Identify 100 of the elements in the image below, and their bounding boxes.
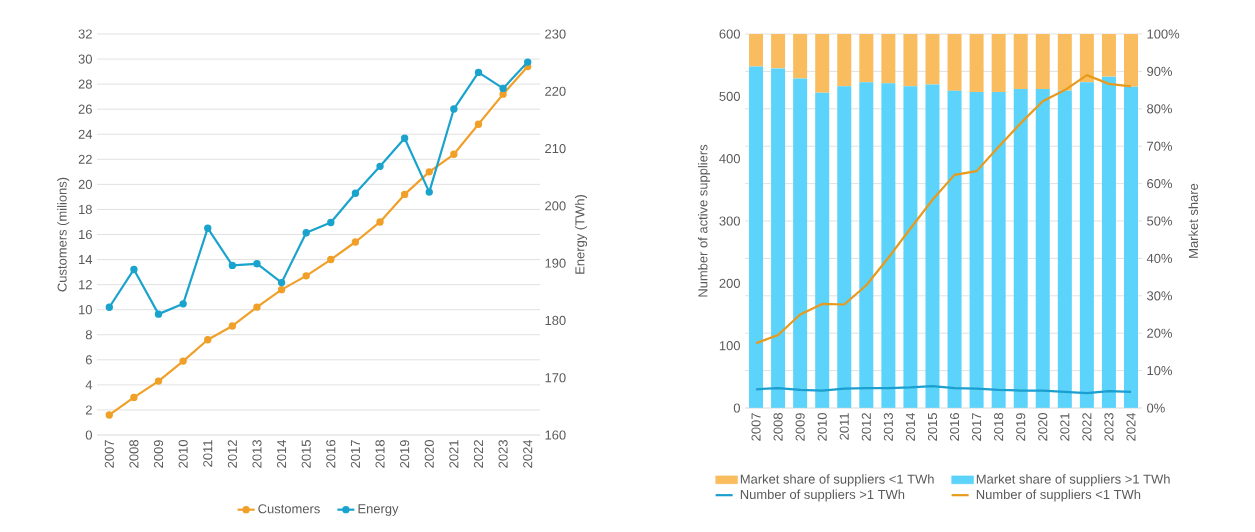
point [425, 168, 433, 176]
y2-tick-label: 210 [545, 143, 566, 154]
x-tick-label: 2019 [1016, 413, 1026, 441]
point [351, 189, 360, 197]
bar [903, 86, 918, 408]
y2-axis-title: Energy (TWh) [574, 195, 588, 274]
x-tick-label: 2007 [104, 440, 114, 468]
x-tick-label: 2021 [449, 440, 459, 468]
point [524, 58, 532, 66]
bar [815, 92, 830, 408]
y2-tick-label: 100% [1147, 29, 1180, 39]
x-tick-label: 2010 [817, 413, 827, 441]
y-tick-label: 22 [78, 154, 92, 164]
point [327, 218, 335, 227]
y2-tick-label: 60% [1147, 179, 1172, 189]
y-tick-label: 10 [79, 305, 92, 315]
y-tick-label: 8 [85, 330, 92, 340]
x-tick-label: 2022 [473, 440, 484, 468]
y2-tick-label: 10% [1147, 366, 1172, 376]
x-tick-label: 2007 [751, 413, 761, 441]
y-tick-label: 0 [733, 403, 740, 413]
y-tick-label: 24 [78, 129, 93, 139]
bar [991, 91, 1006, 408]
bar [793, 78, 808, 408]
x-tick-label: 2024 [523, 439, 533, 468]
y-tick-label: 28 [78, 79, 92, 89]
y-tick-label: 300 [719, 216, 740, 226]
bar [1101, 76, 1116, 408]
y2-tick-label: 180 [545, 315, 566, 326]
y-tick-label: 600 [719, 29, 740, 39]
y2-tick-label: 20% [1147, 328, 1172, 338]
point [302, 272, 310, 280]
point [228, 322, 237, 330]
point [450, 105, 458, 113]
bar [815, 34, 830, 93]
legend-label: Customers [258, 504, 320, 514]
y-tick-label: 12 [79, 280, 92, 290]
x-tick-label: 2023 [498, 440, 508, 468]
point [302, 229, 310, 237]
y-tick-label: 18 [79, 204, 92, 215]
point [130, 265, 138, 274]
x-tick-label: 2013 [252, 440, 262, 468]
bar [1101, 34, 1116, 77]
bar [1079, 82, 1094, 408]
x-tick-label: 2019 [400, 440, 410, 468]
point [376, 218, 384, 226]
bar [881, 83, 896, 408]
point [400, 134, 409, 142]
y-tick-label: 26 [78, 104, 92, 114]
point [376, 162, 384, 171]
x-tick-label: 2009 [795, 413, 805, 441]
bar [1035, 88, 1050, 408]
bar [771, 68, 786, 408]
y-tick-label: 30 [78, 54, 92, 64]
bar [1057, 90, 1072, 408]
x-tick-label: 2012 [861, 413, 871, 441]
point [474, 68, 483, 77]
y-tick-label: 16 [79, 229, 92, 240]
x-tick-label: 2013 [883, 413, 893, 441]
bar [1035, 34, 1050, 89]
y2-tick-label: 50% [1147, 216, 1172, 226]
y-tick-label: 20 [78, 179, 92, 189]
x-tick-label: 2020 [424, 440, 434, 468]
point [253, 260, 261, 268]
x-tick-label: 2018 [375, 440, 385, 468]
y2-tick-label: 160 [545, 430, 566, 440]
y2-tick-label: 0% [1147, 403, 1165, 413]
y-tick-label: 14 [79, 255, 93, 265]
x-tick-label: 2011 [839, 413, 849, 440]
y2-tick-label: 80% [1147, 104, 1172, 114]
point [204, 336, 212, 344]
x-tick-label: 2008 [773, 413, 783, 441]
x-tick-label: 2022 [1082, 413, 1092, 441]
point [253, 303, 261, 311]
y2-tick-label: 40% [1146, 253, 1172, 263]
y2-tick-label: 170 [545, 373, 566, 383]
bar [771, 34, 786, 69]
bar [837, 34, 852, 87]
legend-label: Number of suppliers <1 TWh [976, 489, 1141, 502]
x-tick-label: 2016 [949, 413, 960, 441]
bar [947, 90, 962, 408]
bar [1123, 86, 1138, 408]
point [425, 188, 433, 196]
bar [1013, 34, 1028, 89]
x-tick-label: 2014 [277, 439, 287, 468]
point [277, 278, 286, 287]
x-tick-label: 2016 [326, 440, 336, 468]
point [400, 190, 409, 199]
y-tick-label: 4 [85, 380, 93, 390]
point [351, 238, 360, 246]
y2-tick-label: 230 [545, 29, 566, 39]
y2-tick-label: 90% [1147, 66, 1172, 76]
legend-label: Market share of suppliers <1 TWh [740, 474, 934, 487]
point [277, 285, 286, 294]
y-axis-title: Customers (milions) [57, 177, 70, 292]
point [228, 261, 237, 270]
y2-tick-label: 190 [545, 258, 566, 268]
y-tick-label: 100 [719, 341, 740, 351]
y-axis-title: Number of active suppliers [697, 144, 711, 297]
bar [969, 34, 984, 92]
